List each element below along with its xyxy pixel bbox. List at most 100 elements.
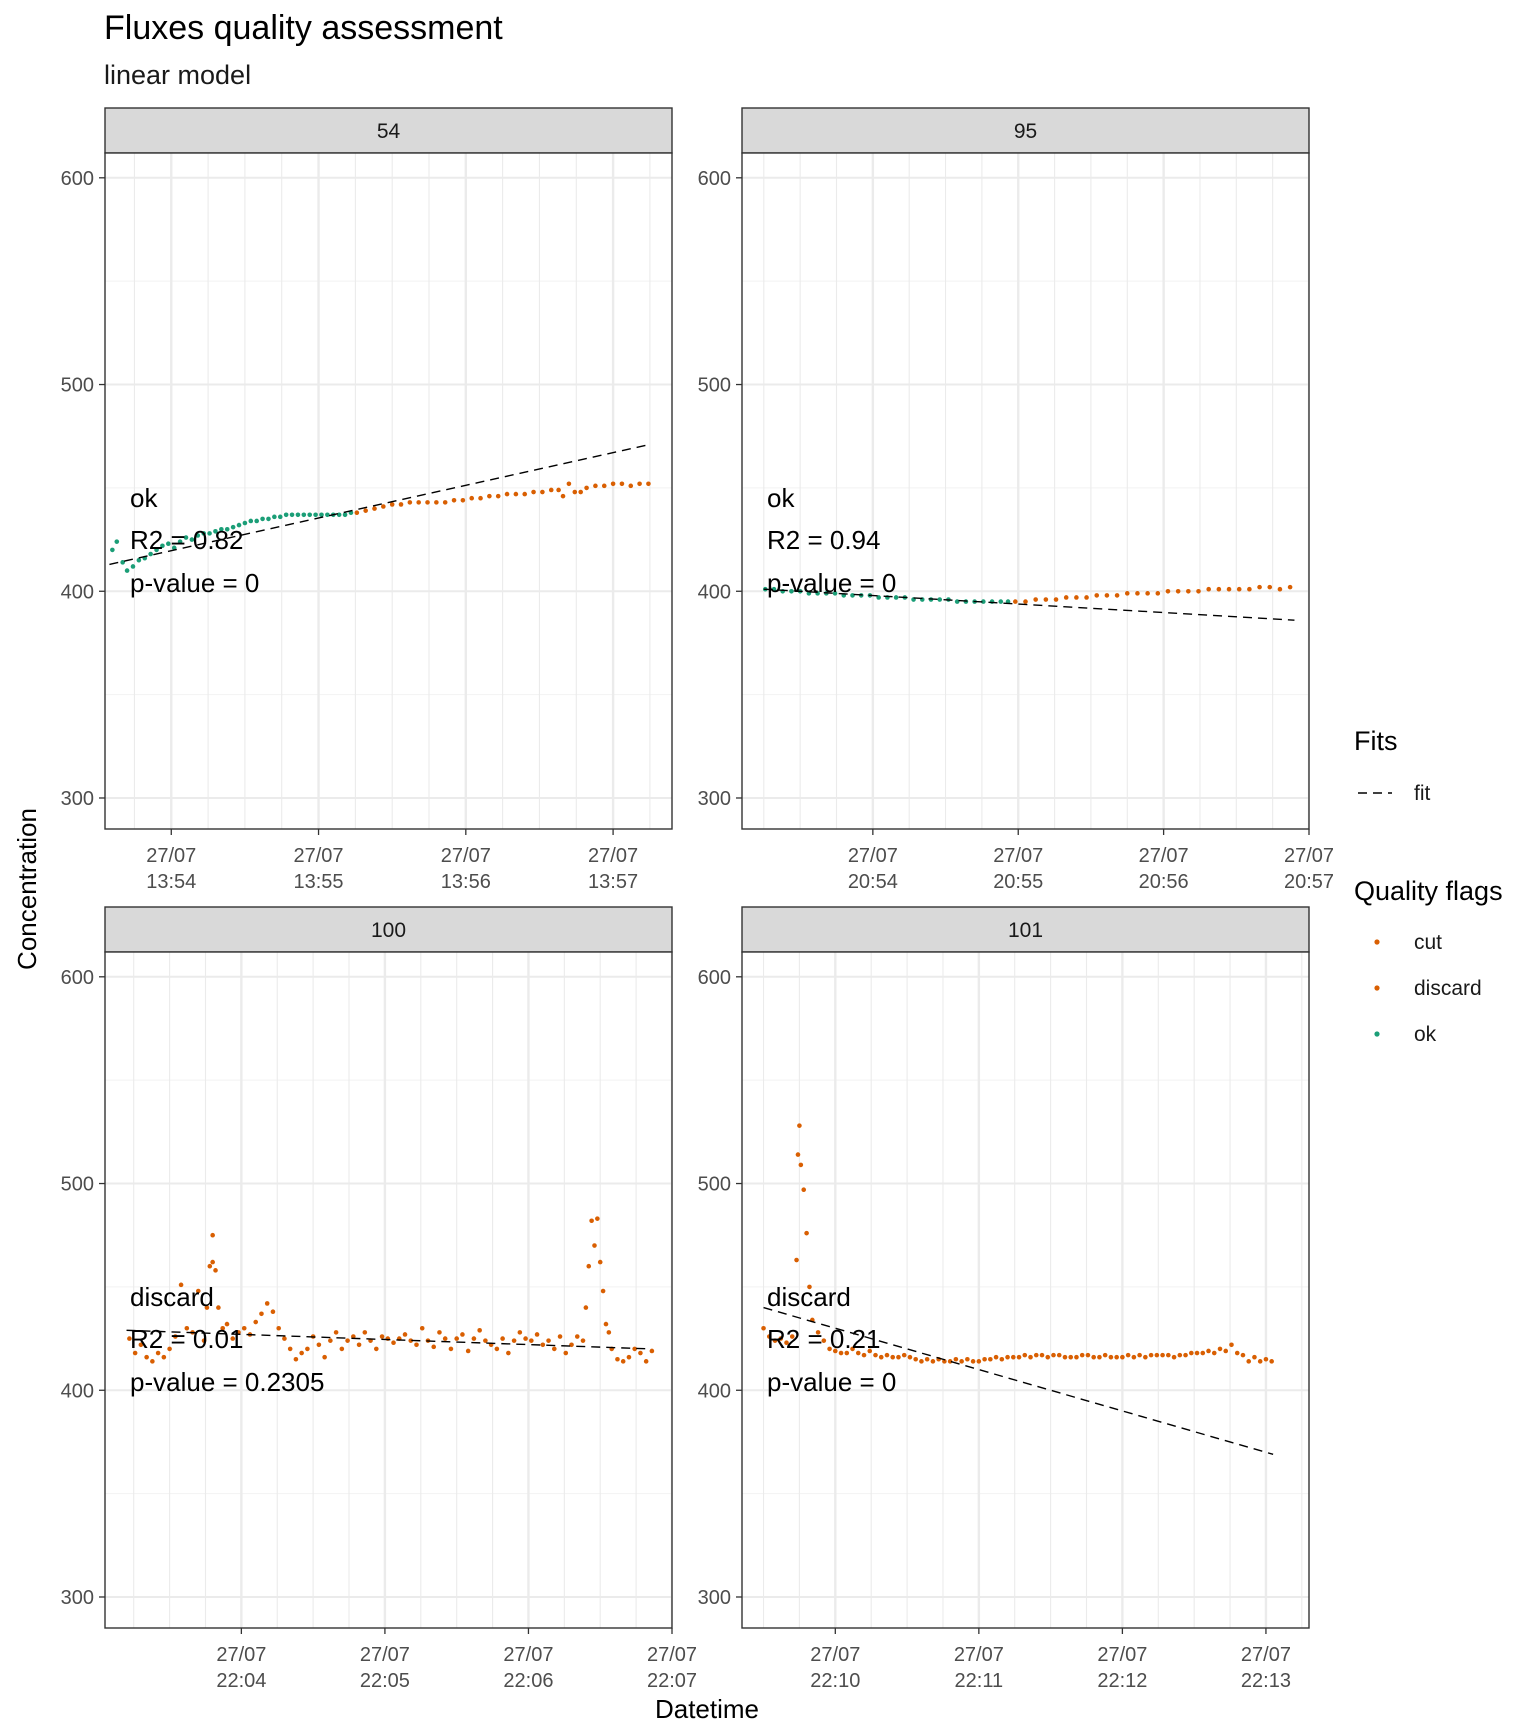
y-tick-label: 300	[698, 788, 731, 810]
data-point-discard	[1166, 1352, 1171, 1358]
x-tick-label: 27/07	[848, 845, 898, 867]
data-point-discard	[1114, 1354, 1119, 1360]
data-point-discard	[1005, 1354, 1010, 1360]
data-point-discard	[593, 483, 598, 489]
data-point-ok	[954, 599, 960, 604]
plot-area	[105, 153, 672, 829]
data-point-discard	[907, 1354, 913, 1360]
x-tick-label: 13:56	[441, 871, 491, 893]
data-point-discard	[425, 500, 430, 505]
data-point-discard	[606, 1330, 612, 1335]
x-tick-label: 13:54	[146, 871, 196, 893]
data-point-discard	[1194, 1350, 1200, 1356]
data-point-discard	[1143, 1354, 1148, 1360]
data-point-discard	[434, 500, 439, 505]
x-tick-label: 22:10	[810, 1670, 860, 1692]
data-point-discard	[391, 1340, 396, 1346]
data-point-discard	[1033, 1352, 1039, 1358]
data-point-discard	[884, 1352, 890, 1358]
data-point-discard	[1229, 1342, 1234, 1348]
data-point-discard	[1234, 1350, 1240, 1356]
data-point-ok	[998, 599, 1004, 604]
data-point-ok	[213, 529, 218, 534]
data-point-discard	[919, 1359, 924, 1364]
data-point-discard	[798, 1162, 804, 1168]
data-point-discard	[1252, 1354, 1257, 1360]
data-point-discard	[1257, 584, 1262, 590]
data-point-discard	[924, 1356, 930, 1362]
data-point-discard	[1016, 1354, 1022, 1360]
data-point-discard	[1108, 1354, 1114, 1360]
data-point-discard	[531, 489, 536, 495]
data-point-discard	[861, 1352, 867, 1358]
data-point-discard	[988, 1356, 993, 1362]
facet-panels: 54 ok R2 = 0.82 p-value = 0 300 400 500 600 27/0…	[61, 107, 1334, 1692]
data-point-discard	[572, 489, 578, 495]
data-point-discard	[213, 1268, 218, 1273]
x-axis-label: Datetime	[655, 1694, 759, 1724]
data-point-discard	[224, 1321, 230, 1327]
data-point-discard	[1223, 1348, 1229, 1354]
data-point-discard	[807, 1284, 812, 1290]
data-point-discard	[184, 1325, 190, 1331]
data-point-ok	[277, 514, 283, 520]
data-point-ok	[319, 512, 324, 518]
x-tick-label: 27/07	[954, 1644, 1004, 1666]
x-tick-label: 20:57	[1284, 871, 1334, 893]
x-tick-label: 22:04	[216, 1670, 266, 1692]
data-point-ok	[850, 593, 855, 598]
data-point-discard	[259, 1311, 264, 1317]
data-point-discard	[381, 504, 386, 509]
data-point-discard	[778, 1336, 784, 1341]
data-point-discard	[1084, 595, 1089, 600]
data-point-discard	[1068, 1354, 1074, 1360]
data-point-discard	[1102, 1352, 1108, 1358]
facet-strip-label: 100	[371, 919, 406, 942]
x-tick-label: 27/07	[1284, 845, 1334, 867]
data-point-discard	[173, 1334, 178, 1339]
data-point-discard	[1023, 599, 1028, 604]
data-point-discard	[1269, 1359, 1274, 1364]
annotation-r2: R2 = 0.21	[767, 1324, 880, 1354]
x-tick-label: 13:55	[294, 871, 344, 893]
x-tick-label: 27/07	[294, 845, 344, 867]
data-point-discard	[1183, 1352, 1188, 1358]
data-point-ok	[189, 537, 195, 542]
data-point-discard	[299, 1350, 304, 1356]
data-point-ok	[183, 535, 189, 540]
panel-background	[742, 153, 1309, 829]
data-point-discard	[595, 1216, 600, 1221]
data-point-discard	[878, 1354, 884, 1360]
panel-100: 100 discard R2 = 0.01 p-value = 0.2305 300 40…	[61, 906, 697, 1692]
data-point-discard	[546, 1338, 551, 1343]
data-point-discard	[592, 1243, 597, 1248]
data-point-discard	[460, 1332, 465, 1337]
data-point-discard	[1022, 1352, 1028, 1358]
y-tick-label: 400	[61, 581, 94, 603]
panel-101: 101 discard R2 = 0.21 p-value = 0 300 400 500 6…	[698, 906, 1310, 1692]
data-point-discard	[442, 500, 448, 505]
panel-border	[104, 152, 673, 830]
data-point-discard	[1091, 1354, 1096, 1360]
data-point-discard	[1056, 1352, 1062, 1358]
data-point-discard	[540, 1342, 546, 1348]
data-point-discard	[419, 1325, 425, 1331]
data-point-discard	[402, 1332, 408, 1337]
data-point-discard	[601, 483, 607, 489]
legend-ok-key	[1374, 1031, 1380, 1037]
data-point-discard	[1257, 1359, 1263, 1364]
data-point-discard	[487, 493, 492, 499]
data-point-discard	[643, 1359, 649, 1364]
y-tick-label: 400	[698, 1380, 731, 1402]
data-point-discard	[511, 1338, 517, 1343]
data-point-discard	[584, 485, 589, 491]
data-point-discard	[1267, 584, 1273, 590]
data-point-discard	[161, 1354, 167, 1360]
data-point-discard	[1131, 1354, 1137, 1360]
x-tick-label: 27/07	[216, 1644, 266, 1666]
annotation-flag: ok	[130, 483, 158, 513]
data-point-ok	[114, 539, 120, 544]
data-point-discard	[1177, 1352, 1183, 1358]
y-tick-label: 600	[61, 967, 94, 989]
data-point-discard	[448, 1346, 454, 1352]
